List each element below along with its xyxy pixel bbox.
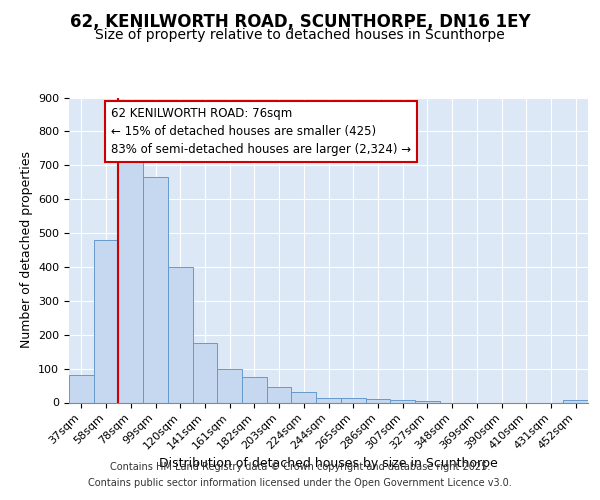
Bar: [217, 368, 242, 402]
Bar: [563, 400, 588, 402]
Y-axis label: Number of detached properties: Number of detached properties: [20, 152, 32, 348]
Bar: [94, 240, 118, 402]
Bar: [267, 387, 292, 402]
Bar: [390, 400, 415, 402]
Text: Contains HM Land Registry data © Crown copyright and database right 2025.: Contains HM Land Registry data © Crown c…: [110, 462, 490, 472]
Text: 62 KENILWORTH ROAD: 76sqm
← 15% of detached houses are smaller (425)
83% of semi: 62 KENILWORTH ROAD: 76sqm ← 15% of detac…: [110, 106, 410, 156]
Bar: [316, 398, 341, 402]
Text: Size of property relative to detached houses in Scunthorpe: Size of property relative to detached ho…: [95, 28, 505, 42]
Bar: [69, 376, 94, 402]
Bar: [118, 148, 143, 402]
Bar: [242, 377, 267, 402]
X-axis label: Distribution of detached houses by size in Scunthorpe: Distribution of detached houses by size …: [159, 457, 498, 470]
Bar: [365, 399, 390, 402]
Text: Contains public sector information licensed under the Open Government Licence v3: Contains public sector information licen…: [88, 478, 512, 488]
Bar: [341, 398, 365, 402]
Bar: [415, 401, 440, 402]
Text: 62, KENILWORTH ROAD, SCUNTHORPE, DN16 1EY: 62, KENILWORTH ROAD, SCUNTHORPE, DN16 1E…: [70, 12, 530, 30]
Bar: [168, 267, 193, 402]
Bar: [193, 343, 217, 402]
Bar: [292, 392, 316, 402]
Bar: [143, 177, 168, 402]
